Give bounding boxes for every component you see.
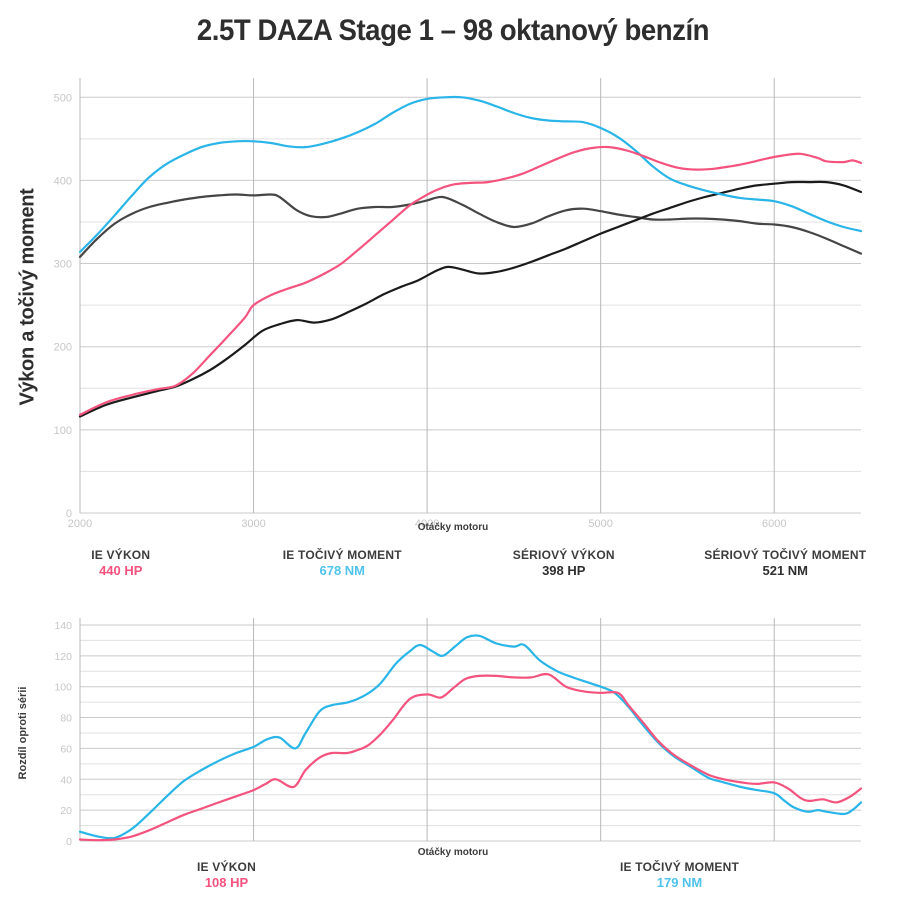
y-tick-label: 80 — [60, 713, 72, 725]
legend-item: IE TOČIVÝ MOMENT 179 NM — [453, 860, 906, 891]
y-tick-label: 100 — [54, 425, 72, 437]
legend-item-label: IE VÝKON — [197, 860, 256, 874]
series-black-curve — [78, 180, 863, 418]
series-cyan-curve — [78, 95, 863, 253]
y-tick-label: 40 — [60, 774, 72, 786]
y-tick-label: 500 — [54, 92, 72, 104]
x-tick-label: 2000 — [68, 518, 92, 530]
legend-item-label: SÉRIOVÝ TOČIVÝ MOMENT — [704, 548, 867, 562]
bottom-chart: 0 20 40 60 80 100 120 140 — [54, 618, 863, 848]
legend-item: SÉRIOVÝ VÝKON 398 HP — [453, 548, 675, 579]
y-tick-label: 140 — [54, 620, 72, 632]
legend-item-value: 678 NM — [319, 563, 366, 578]
series-pink-curve — [78, 145, 863, 416]
x-tick-label: 3000 — [241, 518, 265, 530]
series-gray-curve — [78, 193, 863, 258]
y-tick-label: 0 — [66, 836, 72, 848]
y-tick-label: 100 — [54, 682, 72, 694]
top-chart-legend: IE VÝKON 440 HP IE TOČIVÝ MOMENT 678 NM SÉRI… — [10, 548, 896, 579]
x-tick-label: 4000 — [415, 518, 439, 530]
y-tick-label: 20 — [60, 805, 72, 817]
series-pink-curve — [78, 672, 863, 842]
y-tick-label: 60 — [60, 743, 72, 755]
y-tick-label: 400 — [54, 175, 72, 187]
legend-item-label: IE TOČIVÝ MOMENT — [620, 860, 739, 874]
bottom-chart-legend: IE VÝKON 108 HP IE TOČIVÝ MOMENT 179 NM — [0, 860, 906, 891]
legend-item-value: 440 HP — [99, 563, 143, 578]
x-tick-label: 5000 — [588, 518, 612, 530]
legend-item: IE VÝKON 440 HP — [10, 548, 232, 579]
y-tick-label: 300 — [54, 259, 72, 271]
x-tick-label: 6000 — [762, 518, 786, 530]
top-chart-x-axis-label: Otáčky motoru — [417, 522, 489, 533]
y-tick-label: 200 — [54, 342, 72, 354]
legend-item-label: IE TOČIVÝ MOMENT — [282, 548, 402, 562]
legend-item: IE VÝKON 108 HP — [0, 860, 453, 891]
legend-item-value: 398 HP — [542, 563, 586, 578]
y-tick-label: 120 — [54, 651, 72, 663]
series-cyan-curve — [78, 634, 863, 840]
top-chart: 0 100 200 300 400 500 2000 3000 4000 5000 6000 — [54, 78, 863, 530]
legend-item-value: 521 NM — [762, 563, 809, 578]
legend-item: IE TOČIVÝ MOMENT 678 NM — [232, 548, 454, 579]
legend-item-value: 179 NM — [656, 875, 703, 890]
legend-item-value: 108 HP — [204, 875, 249, 890]
y-tick-label: 0 — [66, 508, 72, 520]
legend-item-label: SÉRIOVÝ VÝKON — [512, 548, 615, 562]
legend-item: SÉRIOVÝ TOČIVÝ MOMENT 521 NM — [675, 548, 897, 579]
bottom-chart-x-axis-label: Otáčky motoru — [417, 847, 489, 858]
page-title: 2.5T DAZA Stage 1 – 98 oktanový benzín — [196, 14, 710, 47]
legend-item-label: IE VÝKON — [91, 548, 151, 562]
